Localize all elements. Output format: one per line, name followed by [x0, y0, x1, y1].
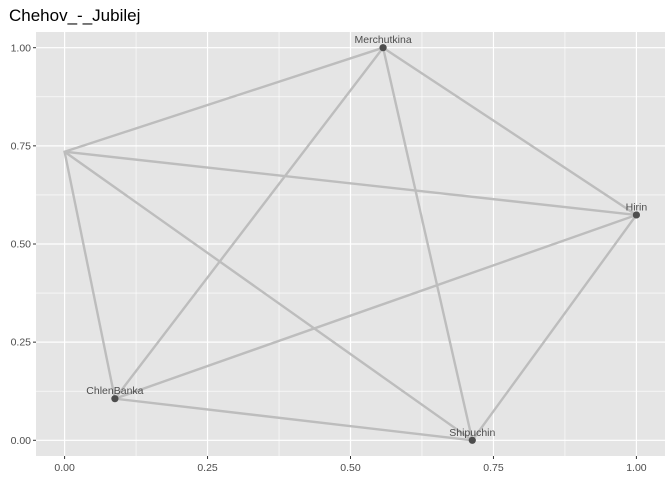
network-node — [632, 211, 641, 219]
network-edge — [113, 397, 474, 442]
network-edge — [113, 213, 638, 400]
network-edge — [381, 46, 474, 442]
y-tick-label: 0.25 — [11, 337, 32, 349]
network-node — [379, 44, 387, 52]
y-axis: 0.00 0.25 0.50 0.75 1.00 — [11, 42, 36, 447]
network-edge — [63, 46, 385, 153]
node-label: Hirin — [626, 201, 648, 213]
x-tick-label: 1.00 — [626, 462, 647, 474]
node-labels: Merchutkina Hirin ChlenBanka Shipuchin — [86, 34, 647, 439]
x-axis: 0.00 0.25 0.50 0.75 1.00 — [54, 456, 647, 474]
x-tick-label: 0.00 — [54, 462, 75, 474]
node-label: ChlenBanka — [86, 385, 143, 397]
major-gridlines — [36, 32, 665, 456]
network-edge — [63, 150, 117, 400]
network-node — [468, 436, 476, 444]
edges — [63, 46, 638, 442]
network-edge — [113, 46, 385, 400]
y-tick-label: 0.75 — [11, 140, 32, 152]
y-tick-label: 0.00 — [11, 435, 32, 447]
chart-title: Chehov_-_Jubilej — [9, 6, 140, 25]
y-tick-label: 0.50 — [11, 239, 32, 251]
node-label: Merchutkina — [354, 34, 411, 46]
network-edge — [471, 213, 638, 442]
network-edge — [63, 150, 474, 442]
x-tick-label: 0.50 — [340, 462, 361, 474]
node-label: Shipuchin — [449, 427, 495, 439]
y-tick-label: 1.00 — [11, 42, 32, 54]
network-edge — [381, 46, 638, 217]
x-tick-label: 0.25 — [197, 462, 218, 474]
nodes — [111, 44, 641, 444]
network-node — [111, 395, 119, 403]
x-tick-label: 0.75 — [483, 462, 504, 474]
network-edge — [63, 150, 638, 217]
